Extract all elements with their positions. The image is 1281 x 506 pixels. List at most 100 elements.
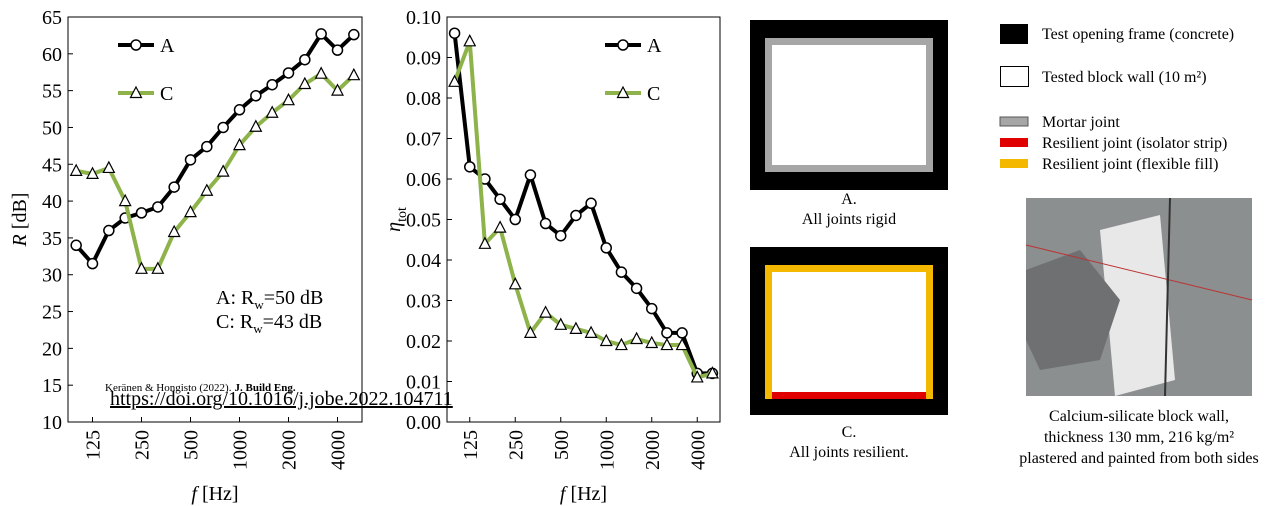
rod <box>1164 197 1171 397</box>
annotation-text: C: R <box>216 311 254 333</box>
swatch <box>1000 66 1029 87</box>
marker <box>103 224 115 237</box>
y-tick-label: 0.04 <box>406 250 441 272</box>
legend-label: C <box>647 83 660 105</box>
y-label-symbol: η <box>383 222 405 232</box>
marker <box>448 27 461 39</box>
block <box>1100 215 1175 396</box>
annotation-text: =43 dB <box>263 311 323 333</box>
marker <box>705 366 719 379</box>
isolator-strip <box>772 392 926 399</box>
y-label-subscript: tot <box>395 207 410 222</box>
block-wall <box>772 272 926 392</box>
diagram-a: A. All joints rigid <box>750 20 948 228</box>
swatch <box>1000 24 1028 44</box>
citation-link[interactable]: https://doi.org/10.1016/j.jobe.2022.1047… <box>110 388 453 410</box>
marker <box>494 193 506 205</box>
marker <box>630 331 644 345</box>
glove <box>1026 250 1120 370</box>
legend-label: Resilient joint (flexible fill) <box>1042 156 1218 173</box>
photo <box>1025 197 1253 397</box>
legend-label: Test opening frame (concrete) <box>1042 26 1234 43</box>
marker <box>463 34 477 47</box>
marker <box>135 207 148 219</box>
marker <box>266 78 278 91</box>
marker <box>249 119 263 132</box>
diagram-letter: A. <box>841 191 857 208</box>
marker <box>614 337 628 351</box>
y-tick-label: 30 <box>42 265 62 287</box>
marker <box>464 161 476 173</box>
marker <box>282 92 295 106</box>
marker <box>298 76 312 90</box>
marker <box>233 104 246 116</box>
marker <box>348 28 360 41</box>
y-axis-label: ηtot <box>383 207 410 232</box>
marker <box>660 337 674 351</box>
marker <box>118 193 132 207</box>
series-line <box>75 71 356 271</box>
y-tick-label: 65 <box>42 7 62 29</box>
y-tick-label: 0.09 <box>406 48 441 70</box>
legend-marker <box>616 85 630 99</box>
x-tick-label: 250 <box>132 430 154 460</box>
marker <box>86 257 99 270</box>
photo-caption: Calcium-silicate block wall, <box>1049 408 1229 425</box>
y-tick-label: 25 <box>42 302 62 324</box>
diagram-caption: All joints rigid <box>802 211 896 228</box>
y-axis-label: R [dB] <box>9 193 31 248</box>
swatch <box>1000 159 1028 168</box>
marker <box>508 277 522 290</box>
marker <box>216 164 230 177</box>
marker <box>299 53 311 66</box>
y-tick-label: 0.05 <box>406 210 441 232</box>
marker <box>615 266 628 278</box>
marker <box>630 282 643 295</box>
legend-label: Tested block wall (10 m²) <box>1042 69 1207 86</box>
diagram-letter: C. <box>842 424 857 441</box>
x-tick-label: 1000 <box>230 430 252 470</box>
annotation-subscript: w <box>253 321 263 336</box>
marker <box>151 261 165 274</box>
marker <box>585 197 597 210</box>
marker <box>315 28 327 40</box>
x-tick-label: 4000 <box>687 430 709 470</box>
block-wall <box>772 45 926 165</box>
citation: Keränen & Hongisto (2022). J. Build Eng. <box>105 382 296 394</box>
y-tick-label: 0.01 <box>406 372 441 394</box>
legend-label: A <box>647 35 662 57</box>
marker <box>250 90 262 102</box>
annotation-text: A: R <box>216 287 255 309</box>
marker <box>509 213 521 226</box>
x-tick-label: 4000 <box>328 430 350 470</box>
x-tick-label: 500 <box>181 430 203 460</box>
marker <box>584 325 598 338</box>
marker <box>493 220 507 233</box>
citation-authors: Keränen & Hongisto (2022). <box>105 382 232 394</box>
annotation: A: Rw=50 dB <box>216 287 323 312</box>
x-tick-label: 125 <box>83 430 105 460</box>
material-legend: Test opening frame (concrete) Tested blo… <box>999 24 1234 173</box>
marker <box>200 183 214 196</box>
marker <box>102 160 116 174</box>
marker <box>646 302 658 315</box>
marker <box>539 217 552 230</box>
series-line <box>74 31 356 266</box>
y-tick-label: 55 <box>42 81 62 103</box>
marker <box>70 239 82 252</box>
x-label-symbol: f <box>191 483 199 505</box>
marker <box>282 67 295 79</box>
marker <box>331 44 344 56</box>
annotation-subscript: w <box>254 297 264 312</box>
y-label-unit: [dB] <box>9 193 31 230</box>
marker <box>184 204 197 218</box>
diagram-caption: All joints resilient. <box>789 444 909 461</box>
y-tick-label: 40 <box>42 191 62 213</box>
photo-caption: thickness 130 mm, 216 kg/m² <box>1044 429 1234 446</box>
legend-marker <box>617 39 629 51</box>
y-tick-label: 0.02 <box>406 331 441 353</box>
marker <box>168 181 180 193</box>
x-tick-label: 2000 <box>642 430 664 470</box>
photo-caption: plastered and painted from both sides <box>1019 450 1259 467</box>
y-tick-label: 10 <box>42 412 62 434</box>
